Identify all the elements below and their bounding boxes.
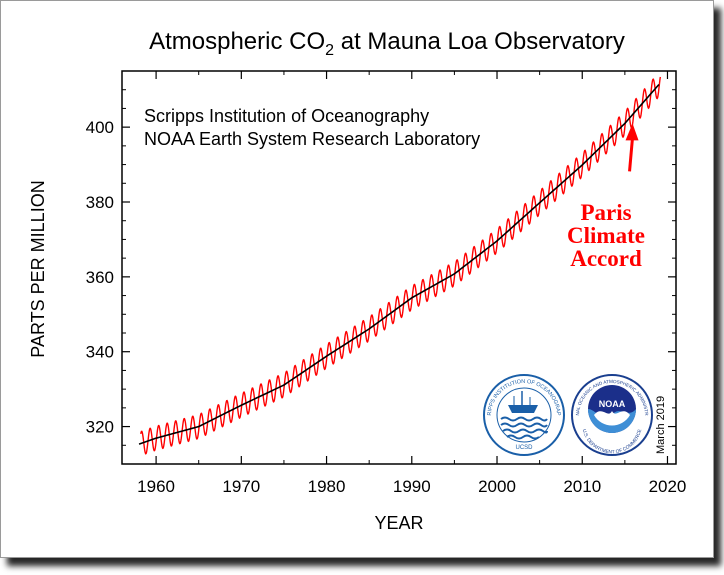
noaa-logo: NOAA NATIONAL OCEANIC AND ATMOSPHERIC AD…	[1, 1, 653, 456]
noaa-logo-text: NOAA	[599, 399, 626, 409]
credit-line-scripps: Scripps Institution of Oceanography	[144, 106, 429, 126]
x-tick-label-2020: 2020	[649, 477, 687, 496]
x-tick-label-2010: 2010	[563, 477, 601, 496]
scripps-logo: SCRIPPS INSTITUTION OF OCEANOGRAPHY UCSD	[1, 1, 565, 456]
chart-frame: Atmospheric CO2 at Mauna Loa Observatory…	[0, 0, 714, 558]
axis-ticks: 1960 1970 1980 1990 2000 2010 2020 320 340 360 380…	[86, 71, 687, 496]
series-monthly-line	[140, 76, 661, 455]
date-note: March 2019	[655, 396, 667, 454]
x-axis-label: YEAR	[374, 513, 423, 533]
scripps-logo-ucsd: UCSD	[515, 445, 533, 451]
plot-area	[121, 70, 677, 465]
series-trend-line	[138, 83, 660, 445]
annotation-line-1: Paris	[580, 200, 631, 225]
x-tick-label-1980: 1980	[308, 477, 346, 496]
y-axis-label: PARTS PER MILLION	[28, 180, 48, 357]
y-tick-label-380: 380	[86, 193, 114, 212]
annotation-line-2: Climate	[567, 223, 645, 248]
paris-annotation: Paris Climate Accord	[567, 123, 645, 271]
x-tick-label-1990: 1990	[393, 477, 431, 496]
credit-line-noaa: NOAA Earth System Research Laboratory	[144, 129, 480, 149]
chart-svg: Atmospheric CO2 at Mauna Loa Observatory…	[1, 1, 687, 533]
annotation-arrow-head	[625, 123, 639, 141]
y-tick-label-320: 320	[86, 418, 114, 437]
annotation-arrow-shaft	[628, 137, 635, 172]
chart-title: Atmospheric CO2 at Mauna Loa Observatory	[149, 28, 625, 59]
x-tick-label-1960: 1960	[137, 477, 175, 496]
annotation-line-3: Accord	[570, 246, 642, 271]
y-tick-label-360: 360	[86, 268, 114, 287]
y-tick-label-340: 340	[86, 343, 114, 362]
x-tick-label-1970: 1970	[222, 477, 260, 496]
x-tick-label-2000: 2000	[478, 477, 516, 496]
y-tick-label-400: 400	[86, 118, 114, 137]
